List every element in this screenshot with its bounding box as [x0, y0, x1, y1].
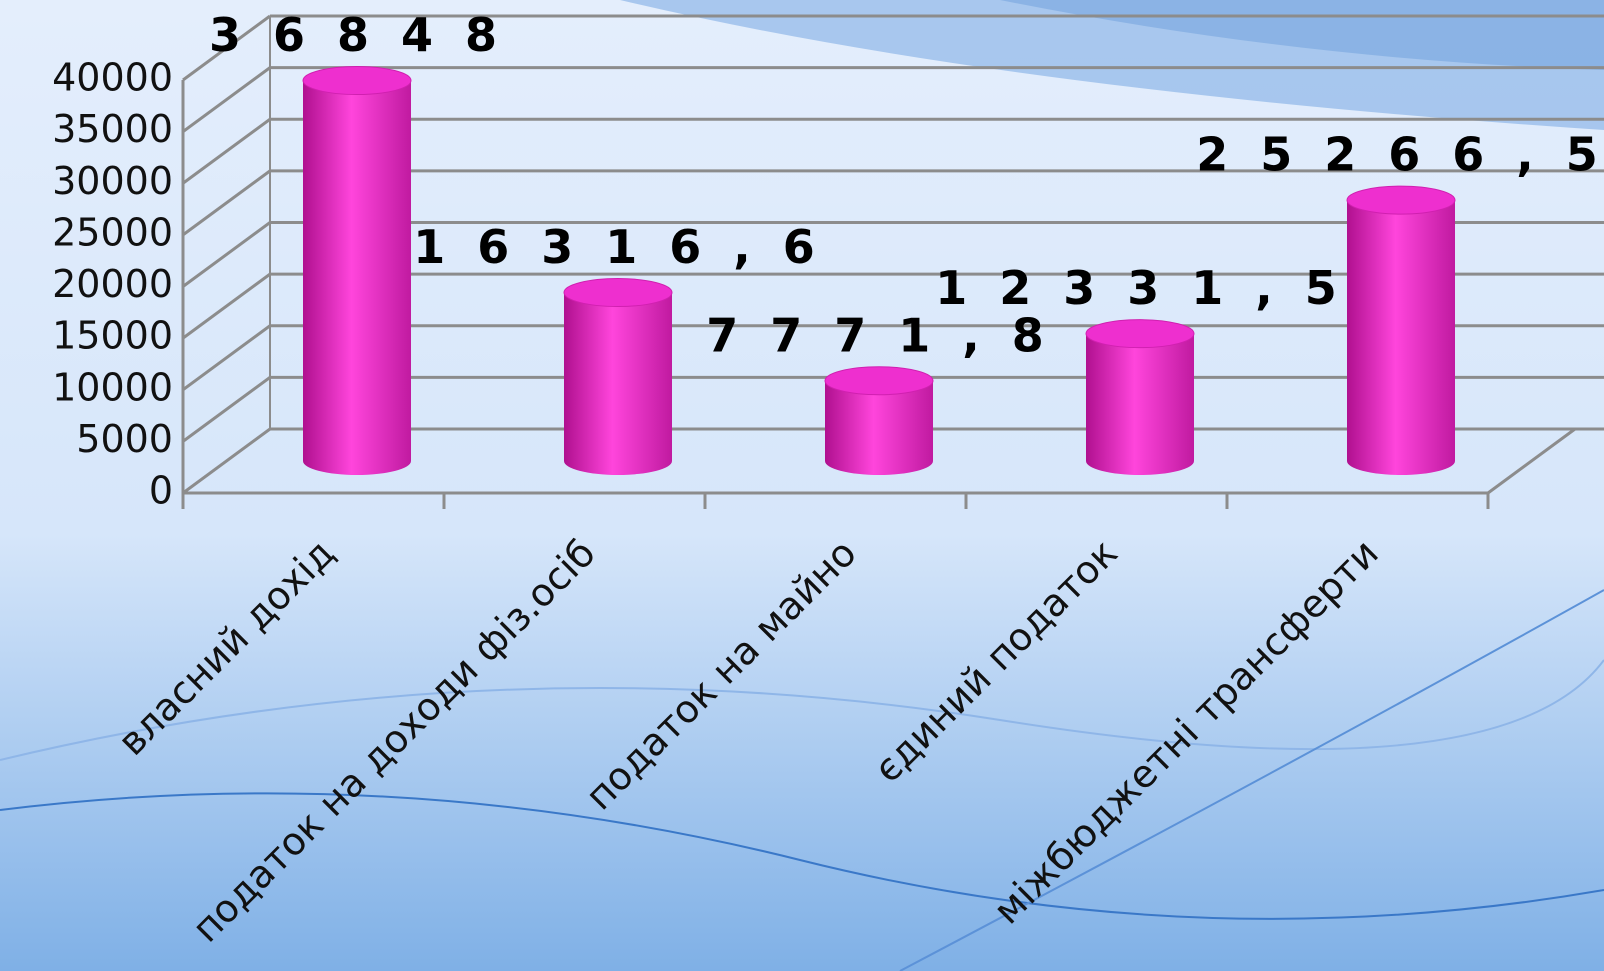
chart: 0 5000 10000 15000 20000 25000 30000 35000 40000… — [0, 0, 1604, 971]
bar-top — [303, 67, 411, 95]
value-label: 7 7 7 1 , 8 — [706, 308, 1052, 362]
y-tick-label: 40000 — [52, 56, 173, 100]
bar-top — [1347, 186, 1455, 214]
bar-top — [1086, 320, 1194, 348]
bar-top — [825, 367, 933, 395]
bar — [1086, 334, 1194, 475]
bar-top — [564, 279, 672, 307]
value-label: 1 6 3 1 6 , 6 — [413, 220, 823, 274]
value-label: 1 2 3 3 1 , 5 — [935, 261, 1345, 315]
value-label: 3 6 8 4 8 — [209, 8, 505, 62]
bar — [1347, 200, 1455, 475]
value-label: 2 5 2 6 6 , 5 — [1196, 128, 1604, 182]
bar — [564, 293, 672, 475]
y-tick-label: 5000 — [76, 417, 173, 461]
bar — [303, 81, 411, 475]
y-tick-label: 10000 — [52, 365, 173, 409]
y-tick-label: 0 — [149, 469, 173, 513]
page: {"chart_data": {"type": "bar", "categori… — [0, 0, 1604, 971]
y-tick-label: 20000 — [52, 262, 173, 306]
y-tick-label: 25000 — [52, 210, 173, 254]
y-tick-label: 35000 — [52, 107, 173, 151]
y-tick-label: 15000 — [52, 314, 173, 358]
y-tick-label: 30000 — [52, 159, 173, 203]
